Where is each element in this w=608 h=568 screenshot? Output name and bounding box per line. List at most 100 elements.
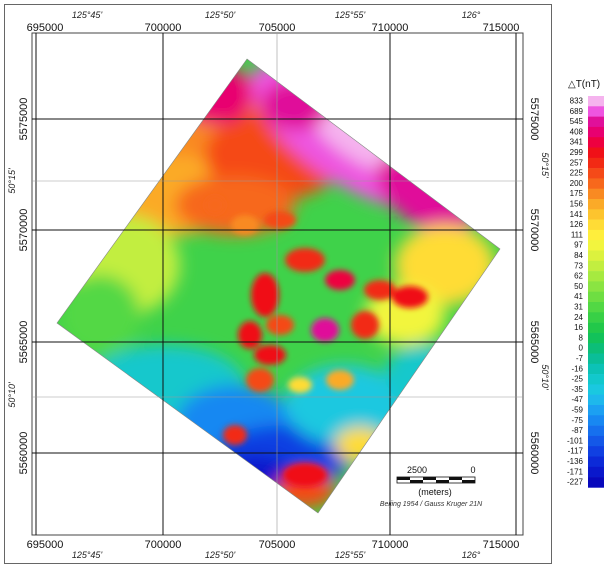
legend-swatch (588, 353, 604, 365)
scale-bar-right-label: 0 (470, 465, 475, 475)
legend-swatch (588, 343, 604, 354)
legend-value-label: 16 (574, 323, 583, 332)
legend-value-label: 84 (574, 251, 583, 260)
legend-value-label: 299 (570, 148, 584, 157)
legend-swatch (588, 425, 604, 437)
easting-label-top: 715000 (483, 22, 520, 34)
easting-label-top: 710000 (372, 22, 409, 34)
legend-value-label: 200 (570, 179, 584, 188)
legend-value-label: 111 (571, 230, 584, 239)
anomaly-map: 695000 700000 705000 710000 715000 69500… (7, 10, 550, 560)
lat-label-right: 50°10' (540, 364, 550, 390)
legend-swatch (588, 147, 604, 159)
legend-swatch (588, 168, 604, 179)
map-grid (32, 33, 523, 535)
northing-label-right: 5575000 (528, 98, 540, 141)
legend-swatch (588, 281, 604, 292)
legend-swatch (588, 312, 604, 323)
map-frame: 695000 700000 705000 710000 715000 69500… (4, 4, 552, 564)
easting-label-top: 700000 (145, 22, 182, 34)
lon-label-bottom: 125°45' (72, 550, 103, 560)
legend-swatch (588, 446, 604, 457)
legend-swatch (588, 374, 604, 385)
scale-bar: 2500 0 (meters) Beijing 1954 / Gauss Kru… (380, 465, 483, 508)
legend-value-label: 31 (574, 303, 583, 312)
legend-swatch (588, 384, 604, 395)
legend-swatch (588, 229, 604, 241)
legend-value-label: 833 (570, 97, 584, 106)
legend-value-label: 50 (574, 282, 583, 291)
northing-label-right: 5565000 (528, 321, 540, 364)
legend-swatch (588, 291, 604, 303)
legend-title: △T(nT) (568, 79, 600, 90)
legend-value-label: -47 (571, 395, 583, 404)
legend-swatch (588, 271, 604, 282)
legend-swatch (588, 260, 604, 272)
legend-swatch (588, 250, 604, 262)
legend-swatch (588, 302, 604, 313)
legend-value-label: 225 (570, 169, 584, 178)
legend-value-label: -16 (571, 364, 583, 373)
legend-swatch (588, 178, 604, 189)
lon-label-top: 125°45' (72, 10, 103, 20)
legend-value-label: -35 (571, 385, 583, 394)
legend-swatch (588, 188, 604, 200)
northing-label-left: 5560000 (18, 432, 30, 475)
northing-label-left: 5575000 (18, 98, 30, 141)
legend-swatch (588, 466, 604, 478)
legend-swatch (588, 332, 604, 344)
legend-swatch (588, 106, 604, 117)
legend-value-label: 341 (570, 138, 584, 147)
legend-swatch (588, 137, 604, 148)
legend-value-label: 73 (574, 261, 583, 270)
legend-value-label: -25 (571, 375, 583, 384)
legend-value-label: -171 (567, 467, 584, 476)
legend-value-label: 408 (570, 127, 584, 136)
easting-label-bottom: 710000 (372, 539, 409, 551)
legend-value-label: -87 (571, 426, 583, 435)
legend-value-label: -7 (576, 354, 584, 363)
lon-label-top: 125°50' (205, 10, 236, 20)
legend-value-label: 689 (570, 107, 584, 116)
lon-label-bottom: 125°50' (205, 550, 236, 560)
easting-label-bottom: 715000 (483, 539, 520, 551)
lon-label-top: 125°55' (335, 10, 366, 20)
lon-label-bottom: 125°55' (335, 550, 366, 560)
legend-value-label: 175 (570, 189, 584, 198)
lon-label-top: 126° (462, 10, 481, 20)
easting-label-bottom: 705000 (259, 539, 296, 551)
legend-value-label: -227 (567, 478, 584, 487)
easting-label-bottom: 700000 (145, 539, 182, 551)
legend-value-label: 24 (574, 313, 583, 322)
legend-swatch (588, 157, 604, 169)
scale-bar-unit: (meters) (418, 487, 452, 497)
legend-swatch (588, 96, 604, 107)
legend-value-label: 156 (570, 200, 584, 209)
legend-swatch (588, 219, 604, 231)
northing-label-left: 5570000 (18, 209, 30, 252)
legend-value-label: 62 (574, 272, 583, 281)
legend-value-label: 257 (570, 158, 584, 167)
lat-label-left: 50°15' (7, 168, 17, 194)
legend-value-label: 97 (574, 241, 583, 250)
legend-swatch (588, 394, 604, 406)
legend-swatch (588, 240, 604, 251)
legend-swatch (588, 116, 604, 128)
legend-value-label: 126 (570, 220, 584, 229)
easting-label-top: 705000 (259, 22, 296, 34)
legend-swatch (588, 477, 604, 488)
northing-label-left: 5565000 (18, 321, 30, 364)
survey-boundary (56, 58, 501, 514)
legend-value-label: -136 (567, 457, 584, 466)
legend-value-label: -117 (568, 447, 584, 456)
northing-label-right: 5570000 (528, 209, 540, 252)
lon-label-bottom: 126° (462, 550, 481, 560)
legend-value-label: 0 (579, 344, 584, 353)
lat-label-right: 50°15' (540, 152, 550, 178)
legend-value-label: -59 (571, 406, 583, 415)
legend-swatch (588, 363, 604, 375)
scale-bar-left-label: 2500 (407, 465, 427, 475)
legend-swatch (588, 415, 604, 426)
legend-swatch (588, 209, 604, 220)
legend-value-label: 545 (570, 117, 584, 126)
